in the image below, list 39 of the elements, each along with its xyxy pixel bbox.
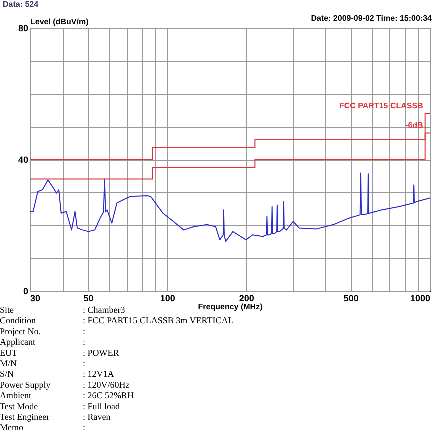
text: Applicant [0, 337, 36, 348]
series-label: -6dB [406, 121, 424, 130]
text: : 12V1A [83, 369, 115, 380]
text: : [83, 422, 86, 433]
text: Condition [0, 316, 37, 326]
text: : [83, 337, 86, 348]
text: Data: 524 [3, 0, 40, 9]
text: : Raven [83, 412, 112, 422]
x-tick-label: 30 [30, 294, 41, 304]
text: Memo [0, 422, 24, 433]
text: Test Mode [0, 401, 38, 412]
text: : FCC PART15 CLASSB 3m VERTICAL [83, 316, 234, 326]
text: Date: 2009-09-02 Time: 15:00:34 [311, 14, 433, 23]
text: Project No. [0, 326, 41, 336]
text: : 26C 52%RH [83, 390, 135, 401]
y-axis-title: Level (dBuV/m) [30, 18, 90, 26]
text: Power Supply [0, 380, 52, 390]
x-tick-label: 1000 [410, 294, 430, 304]
y-tick-label: 40 [18, 155, 28, 165]
text: M/N [0, 358, 18, 368]
text: Site [0, 305, 14, 315]
text: S/N [0, 369, 15, 380]
text: : [83, 358, 86, 368]
text: : Full load [83, 401, 120, 412]
y-tick-label: 80 [18, 24, 28, 34]
x-axis-title: Frequency (MHz) [198, 302, 264, 312]
y-tick-label: 0 [23, 286, 28, 296]
text: EUT [0, 348, 18, 358]
series-label: FCC PART15 CLASSB [339, 101, 424, 110]
x-tick-label: 100 [160, 294, 176, 304]
x-tick-label: 50 [84, 294, 94, 304]
text: : POWER [83, 348, 120, 358]
text: : Chamber3 [83, 305, 126, 315]
text: : 120V/60Hz [83, 380, 130, 390]
text: Test Engineer [0, 412, 50, 422]
text: Ambient [0, 390, 32, 401]
x-tick-label: 200 [239, 294, 254, 304]
text: : [83, 326, 86, 336]
x-tick-label: 500 [344, 294, 359, 304]
